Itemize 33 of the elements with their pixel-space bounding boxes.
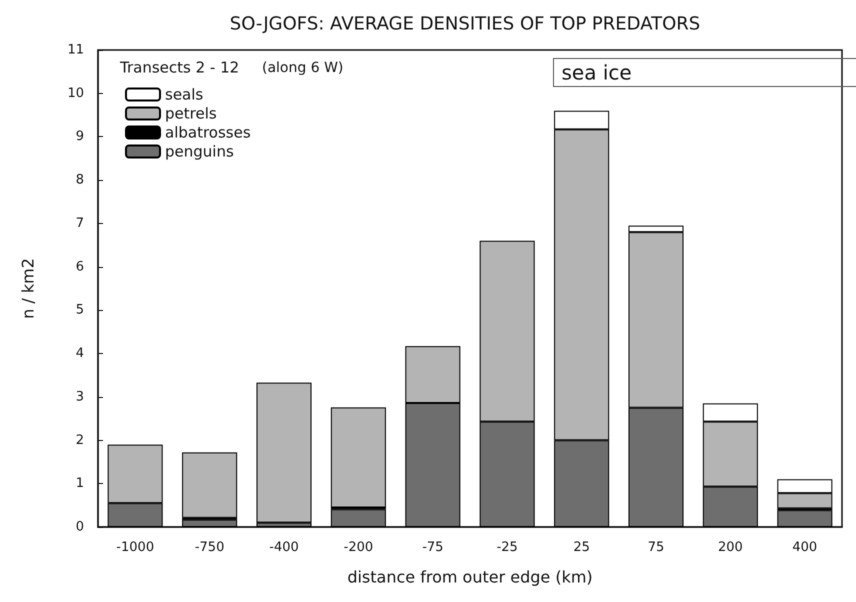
- x-tick-label: 25: [573, 540, 590, 555]
- y-tick-label: 9: [76, 129, 84, 144]
- y-tick-label: 6: [76, 259, 84, 274]
- y-tick-label: 2: [76, 432, 84, 448]
- chart-title: SO-JGOFS: AVERAGE DENSITIES OF TOP PREDATORS: [230, 14, 700, 34]
- x-tick-label: -200: [344, 540, 374, 555]
- y-tick-label: 0: [76, 520, 84, 534]
- legend-title: Transects 2 - 12: [119, 58, 240, 76]
- x-tick-label: 200: [718, 540, 743, 555]
- x-tick-label: -75: [422, 540, 444, 555]
- y-tick-label: 4: [76, 346, 84, 362]
- annotation: sea ice: [562, 60, 632, 84]
- y-tick-label: 8: [76, 172, 84, 188]
- y-tick-label: 10: [67, 86, 84, 101]
- y-tick-label: 11: [67, 42, 84, 58]
- bar: [256, 382, 312, 523]
- y-tick-label: 1: [76, 476, 84, 492]
- legend-label: petrels: [165, 104, 217, 122]
- y-tick-label: 3: [76, 389, 84, 404]
- x-tick-label: 75: [648, 540, 664, 555]
- x-tick-label: -750: [194, 540, 224, 555]
- x-tick-label: -400: [269, 540, 299, 555]
- y-tick-label: 7: [76, 216, 84, 231]
- x-axis-title: distance from outer edge (km): [347, 568, 593, 586]
- legend-label: albatrosses: [165, 124, 251, 142]
- x-tick-label: -25: [496, 540, 518, 555]
- y-tick-label: 5: [76, 302, 84, 318]
- legend-label: penguins: [165, 142, 234, 160]
- x-tick-label: -1000: [116, 540, 154, 555]
- annotation: (along 6 W): [262, 60, 344, 76]
- legend-label: seals: [165, 86, 204, 104]
- x-tick-label: 400: [792, 540, 818, 555]
- y-axis-title: n / km2: [18, 258, 38, 319]
